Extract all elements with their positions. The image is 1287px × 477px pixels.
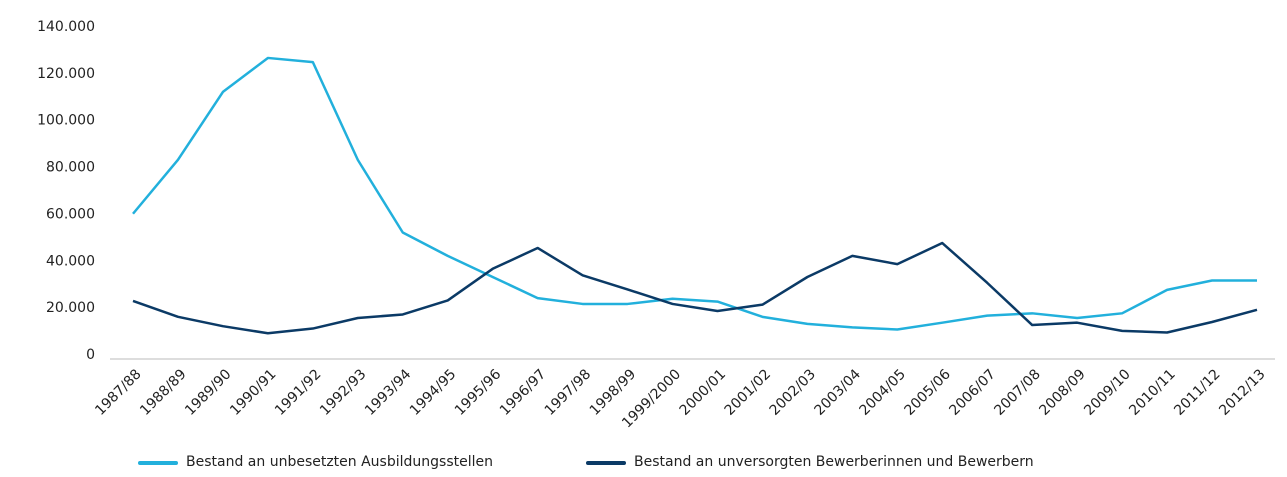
x-tick-label: 1991/92: [272, 366, 324, 418]
y-tick-label: 60.000: [46, 206, 95, 222]
x-tick-label: 1997/98: [542, 366, 594, 418]
x-tick-label: 1990/91: [227, 366, 279, 418]
x-tick-label: 2005/06: [901, 366, 954, 419]
legend-label: Bestand an unbesetzten Ausbildungsstelle…: [186, 454, 493, 470]
x-tick-label: 2011/12: [1171, 366, 1223, 418]
line-series: [132, 241, 1258, 335]
x-tick-label: 1992/93: [317, 366, 369, 418]
x-tick-label: 2007/08: [991, 366, 1043, 418]
x-tick-label: 2000/01: [677, 366, 729, 418]
legend-label: Bestand an unversorgten Bewerberinnen un…: [634, 454, 1034, 470]
x-tick-label: 1995/96: [452, 366, 505, 419]
x-tick-label: 2010/11: [1126, 366, 1178, 418]
x-tick-label: 1996/97: [497, 366, 549, 418]
x-tick-label: 2002/03: [767, 366, 819, 418]
y-tick-label: 120.000: [37, 66, 95, 82]
y-tick-label: 40.000: [46, 253, 95, 269]
x-tick-label: 1994/95: [407, 366, 459, 418]
x-tick-label: 2001/02: [722, 366, 774, 418]
x-tick-label: 2004/05: [857, 366, 909, 418]
y-tick-label: 100.000: [37, 113, 95, 129]
x-tick-label: 1989/90: [182, 366, 234, 418]
x-tick-label: 2008/09: [1036, 366, 1088, 418]
x-tick-label: 2006/07: [946, 366, 998, 418]
y-tick-label: 20.000: [46, 300, 95, 316]
x-tick-label: 2012/13: [1216, 366, 1268, 418]
y-tick-label: 0: [86, 347, 95, 363]
line-series: [132, 56, 1257, 331]
x-tick-label: 1988/89: [137, 366, 189, 418]
x-tick-label: 2003/04: [812, 366, 865, 419]
y-tick-label: 80.000: [46, 160, 95, 176]
y-tick-label: 140.000: [37, 19, 95, 35]
x-tick-label: 2009/10: [1081, 366, 1133, 418]
x-tick-label: 1987/88: [92, 366, 144, 418]
x-tick-label: 1993/94: [362, 366, 415, 419]
